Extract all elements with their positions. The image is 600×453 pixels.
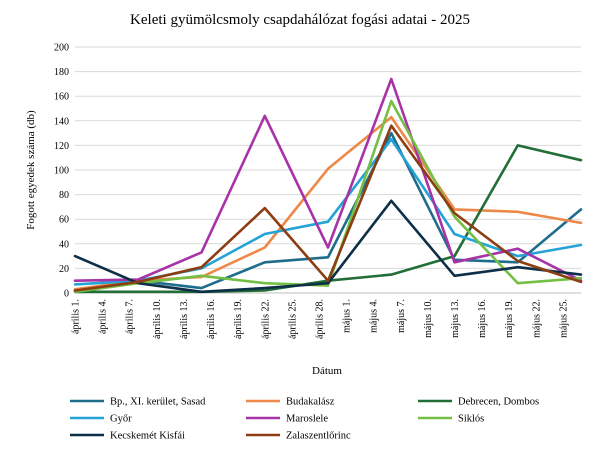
x-tick-label: április 13. xyxy=(179,299,190,339)
x-tick-label: április 16. xyxy=(206,299,217,339)
legend-label: Győr xyxy=(110,414,132,425)
y-tick-label: 200 xyxy=(54,43,69,54)
x-tick-label: május 19. xyxy=(504,299,515,338)
legend-label: Kecskemét Kisfái xyxy=(110,431,185,442)
legend-label: Bp., XI. kerület, Sasad xyxy=(110,397,206,408)
axes: 0 20 40 60 80 100 120 140 160 180 200 április 1. ápr… xyxy=(54,43,581,339)
y-tick-label: 140 xyxy=(54,116,69,127)
series-line-7 xyxy=(73,199,583,294)
series-lines xyxy=(73,77,583,294)
x-tick-label: április 22. xyxy=(260,299,271,339)
x-tick-label: május 25. xyxy=(558,299,569,338)
x-tick-label: április 7. xyxy=(125,299,136,334)
y-tick-label: 40 xyxy=(59,239,69,250)
x-tick-label: május 1. xyxy=(342,299,353,333)
y-tick-label: 0 xyxy=(64,289,69,300)
legend-label: Siklós xyxy=(458,414,484,425)
y-tick-label: 180 xyxy=(54,67,69,78)
y-axis-label: Fogott egyedek száma (db) xyxy=(25,110,37,230)
series-line-8 xyxy=(73,124,583,292)
x-tick-label: május 22. xyxy=(531,299,542,338)
x-tick-label: május 13. xyxy=(450,299,461,338)
x-tick-label: április 4. xyxy=(98,299,109,334)
x-tick-label: április 19. xyxy=(233,299,244,339)
series-line-5 xyxy=(73,77,583,283)
x-tick-label: április 25. xyxy=(287,299,298,339)
x-tick-label: május 4. xyxy=(369,299,380,333)
chart-title: Keleti gyümölcsmoly csapdahálózat fogási… xyxy=(130,12,470,28)
y-tick-label: 100 xyxy=(54,166,69,177)
y-tick-label: 80 xyxy=(59,190,69,201)
series-line-2 xyxy=(73,115,583,291)
x-tick-label: április 1. xyxy=(71,299,82,334)
y-tick-label: 60 xyxy=(59,215,69,226)
legend-label: Zalaszentlőrinc xyxy=(286,431,351,442)
x-tick-label: április 10. xyxy=(152,299,163,339)
y-tick-label: 120 xyxy=(54,141,69,152)
legend: Bp., XI. kerület, Sasad Budakalász Debrece… xyxy=(70,397,539,442)
legend-label: Debrecen, Dombos xyxy=(458,397,539,408)
x-axis-label: Dátum xyxy=(312,365,342,377)
legend-label: Budakalász xyxy=(286,397,335,408)
x-tick-label: április 28. xyxy=(314,299,325,339)
y-tick-label: 20 xyxy=(59,264,69,275)
y-tick-label: 160 xyxy=(54,92,69,103)
legend-label: Maroslele xyxy=(286,414,328,425)
x-tick-label: május 16. xyxy=(477,299,488,338)
series-line-6 xyxy=(73,99,583,294)
x-tick-label: május 7. xyxy=(396,299,407,333)
x-tick-label: május 10. xyxy=(423,299,434,338)
